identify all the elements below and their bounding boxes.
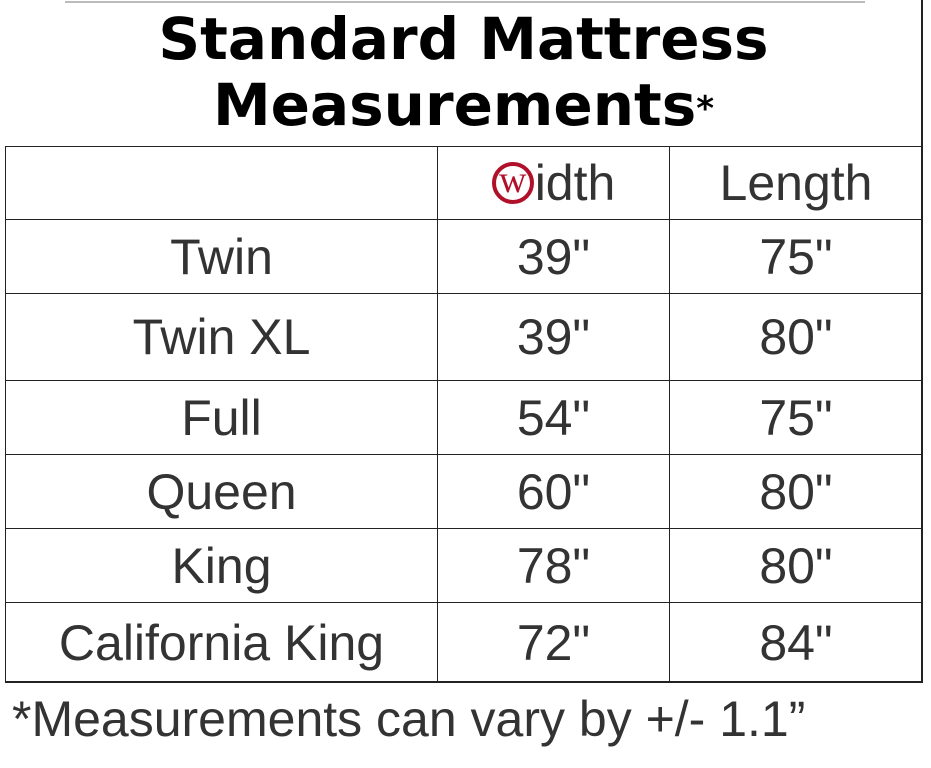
table-cell: 60" (437, 454, 669, 528)
bottom-border (5, 681, 923, 683)
logo: w (491, 161, 534, 204)
row-label: King (5, 528, 437, 602)
table-cell: 54" (437, 380, 669, 454)
title-mark: * (696, 89, 715, 129)
row-label: Twin (5, 219, 437, 293)
row-label: Twin XL (5, 293, 437, 380)
footnote: *Measurements can vary by +/- 1.1” (12, 691, 806, 747)
top-rule (65, 1, 865, 3)
table-cell: 80" (669, 528, 922, 602)
row-label: Queen (5, 454, 437, 528)
table-cell: 80" (669, 454, 922, 528)
table-cell: 75" (669, 380, 922, 454)
table-cell: 75" (669, 219, 922, 293)
header-cell: w idth (437, 146, 669, 219)
table-cell: 84" (669, 602, 922, 682)
table-cell: 39" (437, 219, 669, 293)
table-cell: 39" (437, 293, 669, 380)
header-text: idth (534, 155, 616, 211)
title-text: Standard Mattress Measurements (158, 5, 769, 139)
header-cell: Length (669, 146, 922, 219)
row-label: California King (5, 602, 437, 682)
header-cell (5, 146, 437, 219)
row-label: Full (5, 380, 437, 454)
table-cell: 78" (437, 528, 669, 602)
table-cell: 72" (437, 602, 669, 682)
right-border (921, 0, 923, 683)
table-cell: 80" (669, 293, 922, 380)
title: Standard Mattress Measurements* (5, 6, 922, 138)
